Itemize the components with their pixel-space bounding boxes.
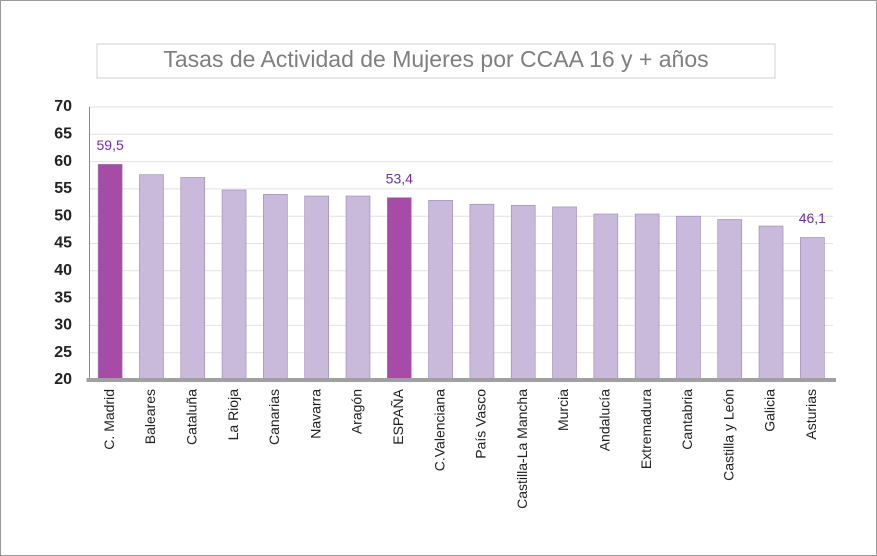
bar bbox=[593, 213, 619, 381]
y-tick-label: 45 bbox=[54, 235, 72, 252]
data-label: 59,5 bbox=[97, 137, 124, 153]
bar bbox=[510, 204, 536, 381]
x-tick-label: C. Madrid bbox=[101, 389, 117, 450]
bar bbox=[97, 164, 123, 381]
x-tick-label: Aragón bbox=[349, 389, 365, 434]
y-tick-label: 40 bbox=[54, 262, 72, 279]
x-tick-label: ESPAÑA bbox=[390, 388, 406, 444]
x-tick-label: Murcia bbox=[555, 389, 571, 431]
bar bbox=[139, 174, 164, 381]
x-tick-label: Asturias bbox=[803, 389, 819, 440]
bar bbox=[386, 197, 412, 381]
bar bbox=[676, 215, 701, 381]
x-tick-label: Andalucía bbox=[597, 389, 613, 451]
y-tick-label: 25 bbox=[54, 344, 72, 361]
title-box bbox=[96, 43, 776, 79]
x-tick-label: C.Valenciana bbox=[431, 389, 447, 471]
bar bbox=[552, 206, 577, 381]
y-tick-label: 20 bbox=[54, 371, 72, 388]
x-tick-label: Navarra bbox=[307, 389, 323, 439]
bar bbox=[800, 237, 825, 381]
x-tick-label: Cantabria bbox=[679, 389, 695, 450]
bar bbox=[428, 200, 453, 381]
x-tick-label: País Vasco bbox=[473, 389, 489, 459]
bar bbox=[758, 225, 784, 381]
y-tick-label: 35 bbox=[54, 289, 72, 306]
x-tick-label: Castilla y León bbox=[720, 389, 736, 481]
bar bbox=[180, 177, 206, 381]
bar bbox=[221, 189, 247, 381]
x-tick-label: Galicia bbox=[762, 389, 778, 432]
bar bbox=[634, 213, 660, 381]
x-tick-label: Cataluña bbox=[183, 389, 199, 445]
y-tick-label: 50 bbox=[54, 207, 72, 224]
y-tick-label: 30 bbox=[54, 317, 72, 334]
bar bbox=[469, 203, 495, 381]
x-tick-label: Extremadura bbox=[638, 389, 654, 469]
y-tick-label: 60 bbox=[54, 153, 72, 170]
bar bbox=[717, 219, 743, 381]
x-tick-label: Baleares bbox=[142, 389, 158, 444]
data-label: 46,1 bbox=[799, 210, 826, 226]
y-tick-label: 65 bbox=[54, 126, 72, 143]
bar bbox=[304, 195, 329, 381]
chart-title: Tasas de Actividad de Mujeres por CCAA 1… bbox=[163, 46, 708, 72]
y-tick-label: 55 bbox=[54, 180, 72, 197]
y-tick-label: 70 bbox=[54, 98, 72, 115]
data-label: 53,4 bbox=[386, 170, 413, 186]
bar bbox=[263, 194, 288, 381]
bar bbox=[345, 195, 371, 381]
x-tick-label: La Rioja bbox=[225, 389, 241, 441]
x-tick-label: Castilla-La Mancha bbox=[514, 389, 530, 509]
x-tick-label: Canarias bbox=[266, 389, 282, 445]
